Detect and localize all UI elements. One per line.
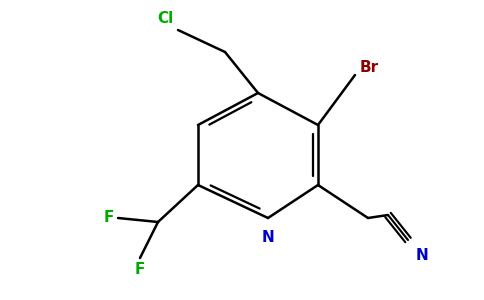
Text: F: F: [104, 211, 114, 226]
Text: Cl: Cl: [158, 11, 174, 26]
Text: N: N: [416, 248, 429, 263]
Text: F: F: [135, 262, 145, 277]
Text: N: N: [262, 230, 274, 245]
Text: Br: Br: [360, 61, 379, 76]
